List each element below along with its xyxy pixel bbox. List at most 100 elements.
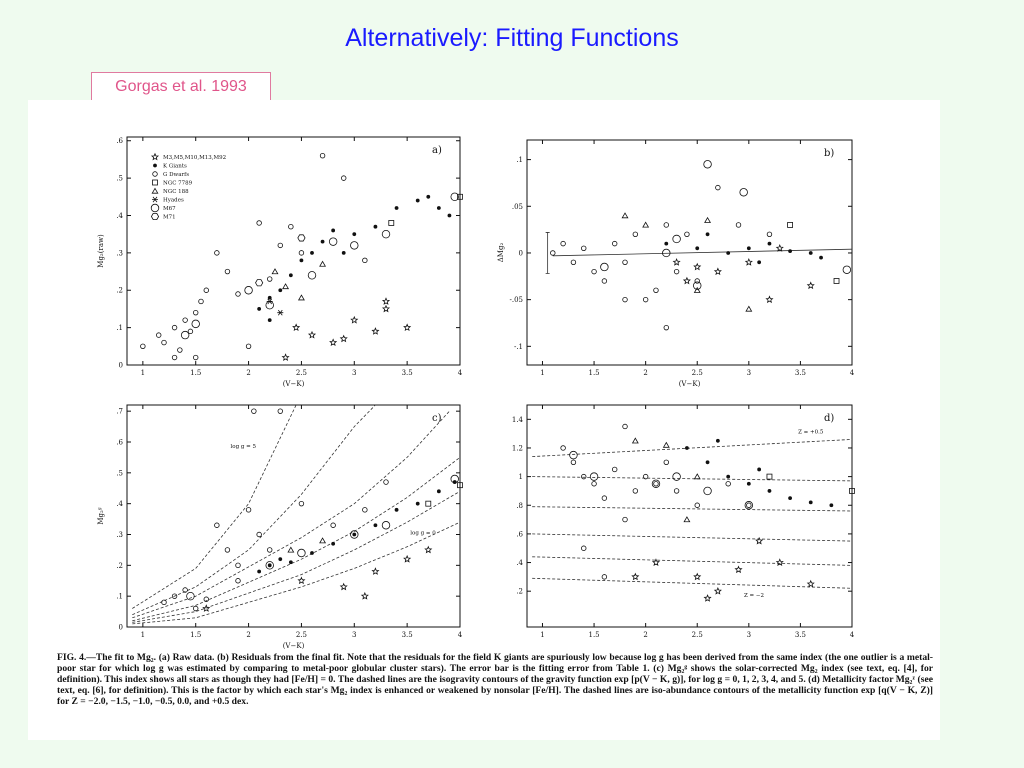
x-tick-label: 4 <box>458 631 463 639</box>
marker-dot <box>394 206 399 210</box>
marker-square <box>457 193 463 200</box>
marker-circle <box>235 578 241 584</box>
y-tick-label: .6 <box>116 439 123 447</box>
marker-big-circle <box>350 241 359 250</box>
marker-circle <box>611 240 618 247</box>
panel-label: d) <box>824 413 834 424</box>
marker-circle <box>251 408 257 414</box>
y-tick-label: 1.2 <box>512 444 523 452</box>
x-tick-label: 1 <box>141 631 145 639</box>
marker-circle <box>298 500 305 507</box>
marker-dot <box>808 500 813 505</box>
dashed-contour <box>132 490 461 623</box>
marker-big-circle <box>600 262 609 272</box>
marker-dot <box>788 249 792 253</box>
y-tick-label: .8 <box>516 502 523 510</box>
marker-circle <box>611 466 618 473</box>
marker-circle <box>330 522 336 528</box>
marker-circle <box>560 240 566 247</box>
marker-dot <box>746 481 751 486</box>
y-tick-label: .6 <box>116 137 123 145</box>
marker-dot <box>373 523 378 528</box>
x-tick-label: 2 <box>246 369 250 377</box>
y-tick-label: -.1 <box>514 343 523 351</box>
figure-plots: 1 1.5 2 2.5 3 3.5 40.1.2.3.4.5.6a)(V−K)Mg₂(raw… <box>97 136 855 650</box>
y-tick-label: .5 <box>116 175 123 183</box>
x-tick-label: 3.5 <box>795 631 806 639</box>
marker-square <box>766 473 773 480</box>
legend-label: K Giants <box>163 164 187 170</box>
marker-dot <box>267 563 272 568</box>
marker-dot <box>426 194 431 199</box>
marker-circle <box>663 324 669 331</box>
marker-star <box>371 327 380 335</box>
dashed-contour <box>532 439 853 457</box>
marker-dot <box>767 489 772 493</box>
marker-dot <box>257 307 262 311</box>
legend-label: G Dwarfs <box>163 172 189 178</box>
x-axis-label: (V−K) <box>283 642 305 650</box>
marker-star <box>682 276 691 285</box>
marker-circle <box>362 507 368 513</box>
y-tick-label: .5 <box>116 469 123 477</box>
marker-big-circle <box>307 271 317 280</box>
marker-dot <box>788 496 792 500</box>
panel-label: c) <box>432 413 442 424</box>
marker-dot <box>436 489 441 494</box>
x-tick-label: 2.5 <box>692 631 703 639</box>
marker-star <box>693 262 702 271</box>
marker-circle <box>319 152 326 159</box>
marker-big-circle <box>693 281 702 290</box>
x-tick-label: 3.5 <box>402 631 413 639</box>
x-tick-label: 1.5 <box>190 369 201 377</box>
marker-circle <box>193 605 199 612</box>
error-bar <box>545 232 550 274</box>
y-tick-label: .4 <box>116 212 123 220</box>
marker-dot <box>331 228 336 233</box>
marker-circle <box>581 245 587 251</box>
marker-circle <box>601 495 608 501</box>
marker-dot <box>726 474 731 479</box>
marker-big-circle <box>450 192 459 202</box>
marker-circle <box>156 332 162 338</box>
marker-star <box>744 258 753 266</box>
y-tick-label: -.05 <box>510 296 524 304</box>
y-tick-label: .1 <box>516 156 523 164</box>
marker-circle <box>362 257 368 264</box>
y-tick-label: .1 <box>116 593 123 601</box>
marker-big-circle <box>703 486 712 496</box>
marker-star <box>713 267 722 276</box>
marker-triangle <box>704 216 712 223</box>
marker-big-circle <box>450 474 459 484</box>
x-tick-label: 2.5 <box>296 631 307 639</box>
marker-big-circle <box>150 203 160 213</box>
x-tick-label: 2.5 <box>692 369 703 377</box>
marker-dot <box>310 250 314 255</box>
marker-big-circle <box>744 501 754 510</box>
marker-dot <box>695 246 700 251</box>
plot-frame <box>526 404 853 628</box>
marker-circle <box>663 222 669 228</box>
marker-triangle <box>621 212 629 219</box>
marker-circle <box>277 242 283 249</box>
marker-star <box>703 594 712 602</box>
y-tick-label: 0 <box>519 249 523 257</box>
marker-star <box>150 152 160 161</box>
marker-dot <box>715 438 720 443</box>
marker-star <box>350 315 359 324</box>
marker-dot <box>436 206 441 210</box>
marker-star <box>713 586 722 595</box>
marker-circle <box>235 562 241 569</box>
contour-label: Z = −2 <box>744 593 764 599</box>
x-tick-label: 4 <box>850 631 855 639</box>
marker-triangle <box>282 283 290 290</box>
marker-circle <box>235 291 241 297</box>
marker-dot <box>278 288 283 293</box>
marker-dot <box>808 251 813 255</box>
marker-circle <box>203 596 209 602</box>
marker-circle <box>673 488 680 494</box>
marker-star <box>631 572 640 581</box>
x-tick-label: 3 <box>747 369 751 377</box>
marker-circle <box>684 231 690 237</box>
marker-dot <box>746 246 751 251</box>
